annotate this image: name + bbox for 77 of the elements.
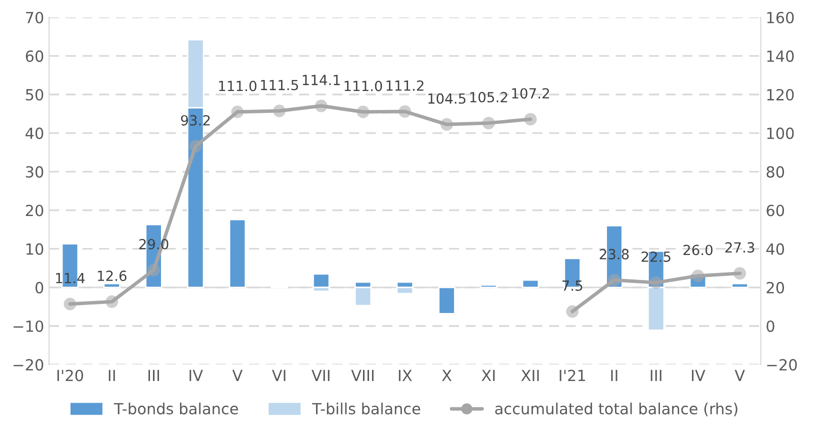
- x-tick-label: VI: [272, 370, 286, 382]
- x-tick-label: VII: [312, 370, 330, 382]
- point: [734, 267, 746, 280]
- x-tick-label: VIII: [351, 370, 374, 382]
- y2-tick-label: 160: [767, 12, 794, 24]
- bar: [731, 282, 748, 288]
- y-tick-label: 20: [26, 204, 44, 216]
- point: [231, 106, 244, 118]
- y-tick-label: 40: [26, 128, 44, 140]
- data-label: 111.0: [219, 80, 256, 92]
- data-label: 105.2: [470, 92, 508, 102]
- x-tick-label: V: [734, 370, 745, 382]
- data-label: 93.2: [181, 115, 210, 126]
- y-tick-label: 30: [26, 166, 44, 178]
- point: [314, 100, 328, 112]
- data-label: 11.4: [56, 273, 85, 284]
- y-tick-label: −20: [14, 359, 44, 371]
- y-tick-label: 0: [36, 282, 44, 294]
- data-label: 114.1: [302, 74, 340, 86]
- y2-tick-label: 20: [766, 282, 784, 294]
- x-tick-label: II: [108, 370, 115, 382]
- y-tick-label: 60: [26, 50, 44, 62]
- x-tick-label: X: [442, 370, 452, 382]
- y-tick-label: 10: [26, 243, 44, 255]
- data-label: 26.0: [684, 244, 712, 256]
- x-tick-label: XII: [521, 370, 539, 382]
- legend-label: T-bonds balance: [114, 402, 238, 414]
- point: [356, 106, 370, 118]
- data-label: 107.2: [512, 88, 549, 99]
- x-tick-label: XI: [482, 370, 495, 382]
- x-tick-label: IV: [692, 370, 706, 382]
- y2-tick-label: 80: [766, 166, 784, 178]
- point: [440, 118, 454, 131]
- x-tick-label: V: [232, 370, 243, 382]
- point: [398, 105, 412, 118]
- y2-tick-label: 100: [767, 128, 794, 140]
- point: [608, 274, 620, 286]
- bar: [438, 286, 456, 314]
- bar: [228, 218, 246, 288]
- y2-tick-label: 0: [766, 320, 774, 332]
- point: [566, 305, 579, 318]
- y2-tick-label: 140: [767, 50, 794, 62]
- data-label: 27.3: [725, 242, 754, 253]
- x-tick-label: I'21: [560, 370, 586, 382]
- point: [524, 112, 537, 126]
- y2-tick-label: 60: [766, 204, 784, 216]
- legend-label: accumulated total balance (rhs): [495, 402, 738, 416]
- data-label: 111.0: [344, 80, 382, 92]
- point: [482, 116, 495, 130]
- legend-label: T-bills balance: [312, 402, 420, 414]
- data-label: 12.6: [98, 270, 126, 282]
- bar: [103, 282, 121, 288]
- point: [189, 140, 202, 152]
- point: [147, 264, 160, 276]
- y-tick-label: 50: [26, 88, 44, 101]
- data-label: 111.2: [386, 80, 424, 91]
- bar: [522, 279, 540, 288]
- x-tick-label: II: [611, 370, 618, 382]
- y2-tick-label: −20: [767, 359, 797, 371]
- x-tick-label: I'20: [57, 370, 84, 382]
- y2-tick-label: 40: [766, 243, 784, 255]
- point: [64, 298, 76, 310]
- point: [650, 276, 662, 289]
- x-tick-label: IV: [190, 370, 203, 382]
- x-tick-label: IX: [398, 370, 412, 382]
- point: [273, 104, 286, 118]
- x-tick-label: III: [148, 370, 159, 382]
- y-tick-label: 70: [26, 12, 44, 24]
- y-tick-label: −10: [14, 320, 44, 332]
- data-label: 22.5: [642, 251, 670, 262]
- bar: [312, 273, 330, 288]
- bar: [480, 284, 498, 288]
- data-label: 111.5: [260, 80, 298, 90]
- y2-tick-label: 120: [767, 88, 794, 101]
- data-label: 104.5: [428, 93, 466, 104]
- point: [106, 295, 118, 308]
- x-tick-label: III: [650, 370, 662, 382]
